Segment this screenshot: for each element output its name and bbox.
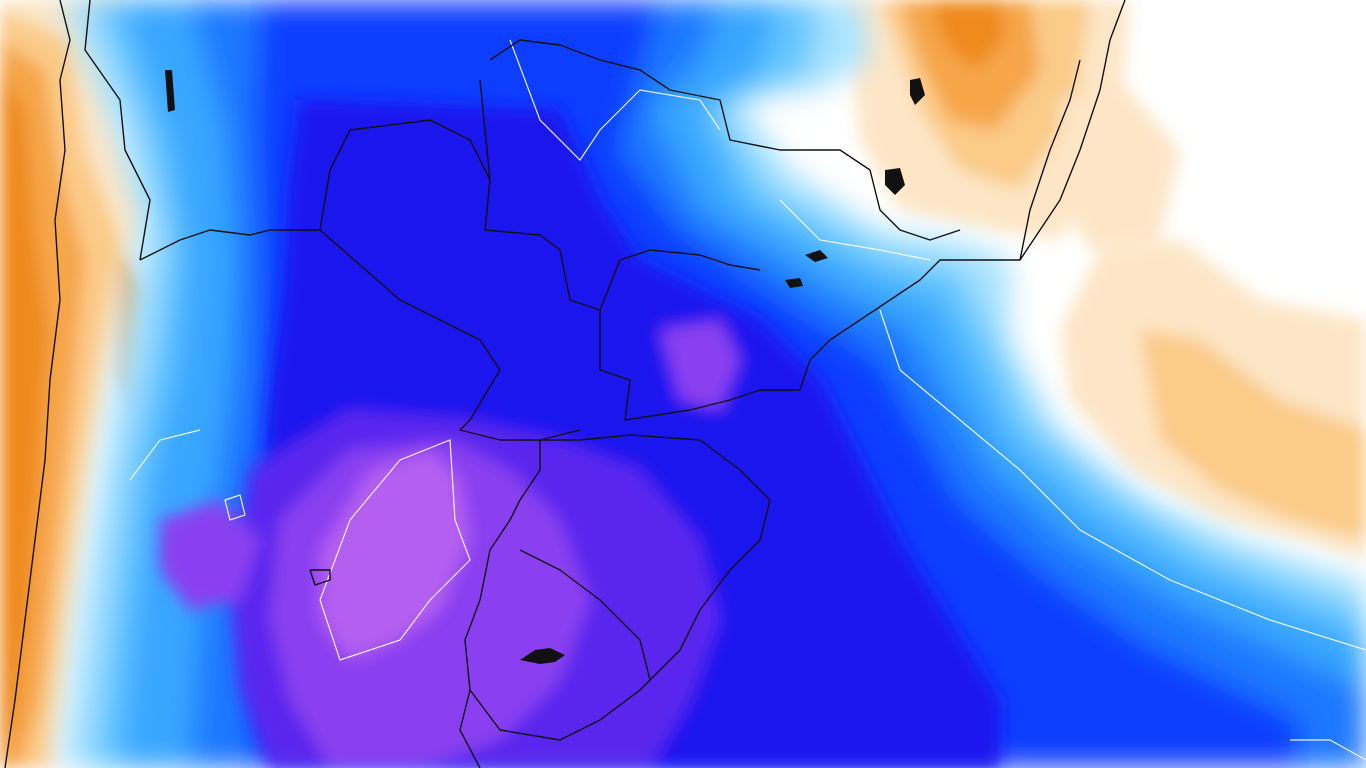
contour-lines [129, 39, 1366, 761]
cold-anomaly-core [160, 100, 1000, 768]
country-borders [4, 0, 1126, 768]
warm-anomaly-east [840, 0, 1366, 560]
lake-outlines [165, 70, 925, 664]
